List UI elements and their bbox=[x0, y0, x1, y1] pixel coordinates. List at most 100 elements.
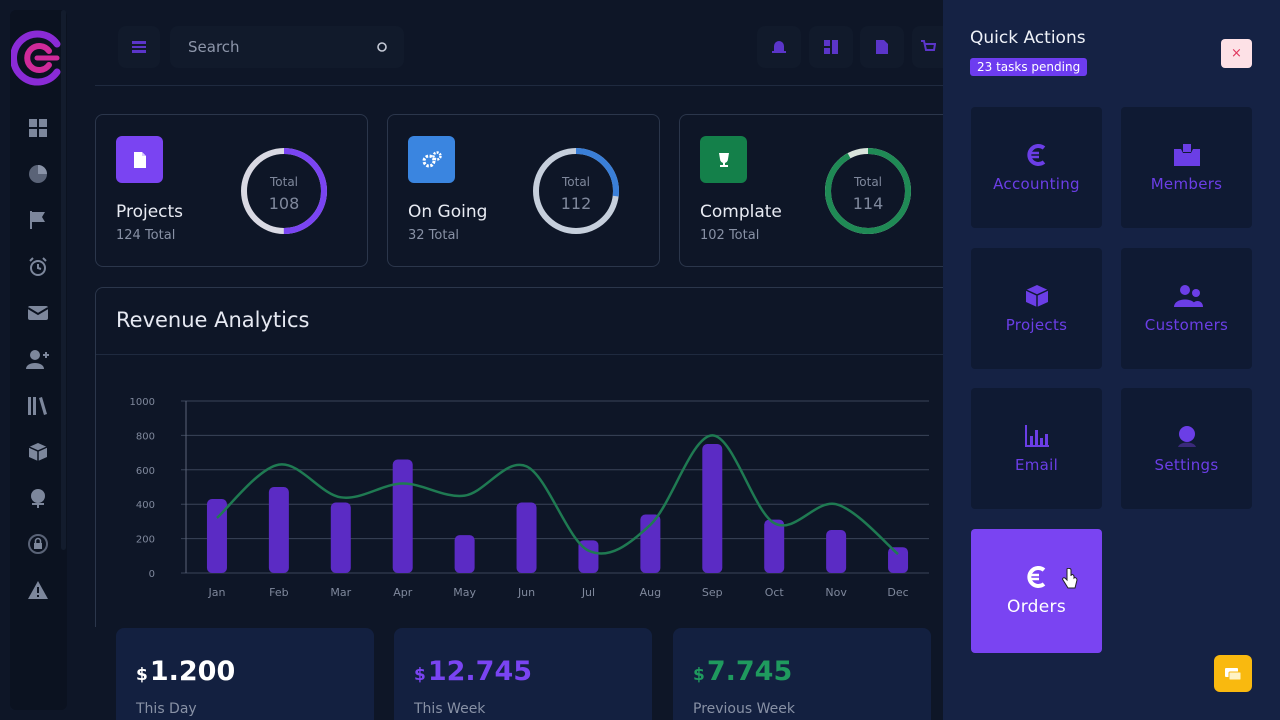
x-tick-label: Jun bbox=[517, 586, 535, 599]
money-label: This Day bbox=[136, 701, 197, 717]
cube-icon bbox=[1025, 284, 1048, 307]
notes-button[interactable] bbox=[860, 26, 904, 68]
stat-subtitle: 32 Total bbox=[408, 228, 460, 243]
message-icon[interactable] bbox=[24, 299, 52, 327]
box-icon[interactable] bbox=[24, 438, 52, 466]
tasks-pending-badge: 23 tasks pending bbox=[970, 58, 1088, 76]
progress-ring bbox=[825, 148, 911, 234]
quick-actions-title: Quick Actions bbox=[970, 28, 1086, 48]
note-icon bbox=[876, 40, 888, 54]
globe-icon[interactable] bbox=[24, 484, 52, 512]
y-tick-label: 200 bbox=[136, 535, 155, 546]
pie-chart-icon[interactable] bbox=[24, 160, 52, 188]
lock-icon[interactable] bbox=[24, 530, 52, 558]
progress-ring bbox=[533, 148, 619, 234]
x-tick-label: Jan bbox=[207, 586, 225, 599]
revenue-divider bbox=[96, 354, 954, 355]
series-line bbox=[216, 434, 899, 556]
revenue-chart: 0 200 400 600 800 1000 Jan Feb Mar Apr May Jun Jul Au… bbox=[130, 397, 929, 599]
stat-card-complete: Complate 102 Total Total 114 bbox=[679, 114, 954, 267]
ring-value: 112 bbox=[560, 194, 592, 213]
quick-action-label: Customers bbox=[1144, 315, 1229, 334]
cart-button[interactable] bbox=[912, 26, 943, 68]
bar bbox=[516, 502, 537, 573]
stat-title: Complate bbox=[700, 202, 782, 222]
apps-button[interactable] bbox=[809, 26, 853, 68]
alarm-clock-icon[interactable] bbox=[24, 253, 52, 281]
menu-icon bbox=[132, 41, 146, 53]
money-value: $12.745 bbox=[414, 656, 532, 687]
x-tick-label: May bbox=[453, 586, 476, 599]
quick-action-settings[interactable]: Settings bbox=[1121, 388, 1252, 509]
flag-icon[interactable] bbox=[24, 206, 52, 234]
quick-action-members[interactable]: Members bbox=[1121, 107, 1252, 228]
topbar-divider bbox=[95, 85, 945, 86]
quick-action-projects[interactable]: Projects bbox=[971, 248, 1102, 369]
apps-icon bbox=[824, 40, 838, 54]
search-input[interactable]: Search bbox=[170, 26, 404, 68]
euro-icon bbox=[1026, 143, 1045, 166]
ring-label: Total bbox=[853, 175, 883, 189]
cart-icon bbox=[920, 40, 936, 51]
currency-symbol: $ bbox=[414, 665, 426, 685]
money-card-week: $12.745 This Week bbox=[394, 628, 652, 720]
bar bbox=[206, 499, 227, 573]
money-label: Previous Week bbox=[693, 701, 795, 717]
quick-action-customers[interactable]: Customers bbox=[1121, 248, 1252, 369]
quick-action-orders[interactable]: Orders bbox=[971, 529, 1102, 653]
ring-value: 114 bbox=[852, 194, 884, 213]
trophy-icon bbox=[700, 136, 747, 183]
pointer-cursor-icon bbox=[1062, 568, 1078, 589]
bar bbox=[268, 487, 289, 573]
bar-chart-icon bbox=[1024, 424, 1049, 447]
quick-action-label: Orders bbox=[1007, 597, 1066, 617]
sidebar-scrollbar[interactable] bbox=[61, 10, 66, 550]
quick-actions-panel: Quick Actions 23 tasks pending × Account… bbox=[943, 0, 1280, 720]
ring-label: Total bbox=[269, 175, 299, 189]
bell-icon bbox=[772, 41, 786, 53]
money-value: $1.200 bbox=[136, 656, 235, 687]
quick-action-email[interactable]: Email bbox=[971, 388, 1102, 509]
bar bbox=[826, 530, 847, 573]
y-tick-label: 800 bbox=[136, 431, 155, 442]
users-icon bbox=[1173, 284, 1203, 307]
chat-button[interactable] bbox=[1214, 655, 1252, 692]
y-tick-label: 1000 bbox=[130, 397, 155, 408]
stat-subtitle: 102 Total bbox=[700, 228, 760, 243]
x-tick-label: Sep bbox=[702, 586, 723, 599]
chat-icon bbox=[1225, 667, 1242, 680]
quick-action-label: Accounting bbox=[993, 174, 1080, 193]
amount: 12.745 bbox=[427, 656, 533, 687]
bar bbox=[702, 444, 723, 573]
menu-button[interactable] bbox=[118, 26, 160, 68]
quick-action-accounting[interactable]: Accounting bbox=[971, 107, 1102, 228]
stat-card-ongoing: On Going 32 Total Total 112 bbox=[387, 114, 660, 267]
stat-title: Projects bbox=[116, 202, 184, 222]
money-label: This Week bbox=[414, 701, 486, 717]
x-tick-label: Apr bbox=[393, 586, 413, 599]
money-value: $7.745 bbox=[693, 656, 792, 687]
search-icon[interactable] bbox=[376, 41, 388, 53]
app-logo[interactable] bbox=[10, 28, 67, 88]
x-tick-label: Aug bbox=[640, 586, 661, 599]
quick-action-label: Projects bbox=[1005, 315, 1068, 334]
y-tick-label: 0 bbox=[149, 569, 155, 580]
notification-button[interactable] bbox=[757, 26, 801, 68]
currency-symbol: $ bbox=[136, 665, 148, 685]
y-tick-label: 600 bbox=[136, 466, 155, 477]
close-button[interactable]: × bbox=[1221, 39, 1252, 68]
quick-action-label: Settings bbox=[1154, 455, 1219, 474]
quick-action-label: Email bbox=[1014, 455, 1059, 474]
revenue-analytics-card: Revenue Analytics 0 200 400 600 800 1000 Jan Fe… bbox=[95, 287, 955, 627]
y-tick-label: 400 bbox=[136, 500, 155, 511]
file-icon bbox=[116, 136, 163, 183]
warning-icon[interactable] bbox=[24, 576, 52, 604]
progress-ring bbox=[241, 148, 327, 234]
dashboard-icon[interactable] bbox=[24, 114, 52, 142]
library-icon[interactable] bbox=[24, 392, 52, 420]
x-tick-label: Feb bbox=[269, 586, 288, 599]
gears-icon bbox=[408, 136, 455, 183]
add-user-icon[interactable] bbox=[24, 345, 52, 373]
x-tick-label: Dec bbox=[887, 586, 908, 599]
mailbox-icon bbox=[1173, 143, 1200, 166]
